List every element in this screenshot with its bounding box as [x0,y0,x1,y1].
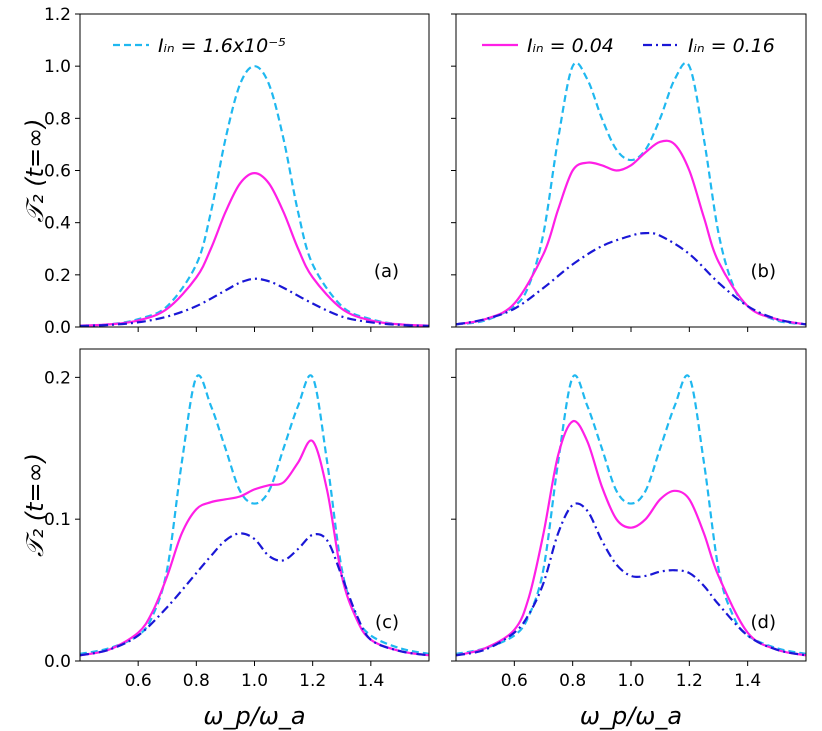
legend-label: Iᵢₙ = 0.04 [527,35,614,57]
x-tick-label: 1.0 [241,671,268,691]
y-tick-label: 0.8 [44,109,71,129]
series-line [456,139,806,326]
x-tick-label: 0.8 [183,671,210,691]
x-tick-label: 1.4 [734,671,761,691]
y-tick-label: 0.2 [44,368,71,388]
x-tick-label: 1.4 [357,671,384,691]
x-axis-title: ω_p/ω_a [580,702,682,730]
series-line [456,231,806,326]
y-tick-label: 0.0 [44,652,71,672]
series-line [80,277,429,327]
legend: Iᵢₙ = 0.04 Iᵢₙ = 0.16 [482,35,775,57]
series-line [80,65,429,327]
x-tick-label: 0.8 [559,671,586,691]
y-tick-label: 1.2 [44,5,71,25]
plot-frame [455,13,807,328]
series-line [456,502,806,657]
y-tick-label: 0.2 [44,266,71,286]
panel-label: (b) [751,261,776,282]
y-tick-label: 0.1 [44,510,71,530]
legend: Iᵢₙ = 1.6x10⁻⁵ [113,35,286,57]
series-line [456,419,806,657]
y-tick-label: 0.0 [44,318,71,338]
plot-frame [455,348,807,662]
panel-a: 0.0 0.2 0.4 0.6 0.8 1.0 1.2 (a) 𝒯₂ (t=∞) Iᵢₙ = 1.… [21,5,430,338]
panel-d: 0.6 0.8 1.0 1.2 1.4 (d) ω_p/ω_a [451,348,807,730]
series-line [80,172,429,327]
plot-frame [79,13,430,328]
x-tick-label: 1.2 [676,671,703,691]
y-axis-title: 𝒯₂ (t=∞) [21,453,49,557]
x-axis-title: ω_p/ω_a [203,702,305,730]
series-line [456,374,806,655]
y-tick-label: 0.6 [44,162,71,182]
x-tick-label: 1.2 [299,671,326,691]
panel-label: (d) [751,612,776,633]
legend-label: Iᵢₙ = 0.16 [688,35,775,57]
series-line [80,439,429,657]
y-tick-label: 0.4 [44,214,71,234]
panel-label: (a) [374,261,399,282]
panel-b: (b) Iᵢₙ = 0.04 Iᵢₙ = 0.16 [451,13,807,332]
plot-frame [79,348,430,662]
x-tick-label: 0.6 [501,671,528,691]
series-line [80,532,429,657]
x-tick-label: 0.6 [125,671,152,691]
x-tick-label: 1.0 [617,671,644,691]
legend-label: Iᵢₙ = 1.6x10⁻⁵ [158,35,286,57]
panel-c: 0.6 0.8 1.0 1.2 1.4 0.0 0.1 0.2 (c) 𝒯₂ (t=∞) ω_p/ω… [21,348,430,730]
series-line [456,61,806,326]
y-tick-label: 1.0 [44,57,71,77]
y-axis-title: 𝒯₂ (t=∞) [21,119,49,223]
panel-label: (c) [375,612,399,633]
